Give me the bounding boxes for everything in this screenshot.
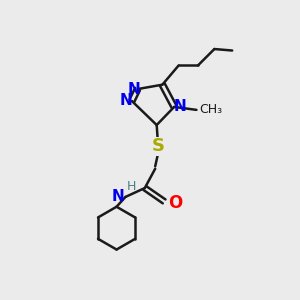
- Text: H: H: [127, 180, 136, 194]
- Text: CH₃: CH₃: [199, 103, 222, 116]
- Text: N: N: [128, 82, 140, 97]
- Text: N: N: [173, 99, 186, 114]
- Text: N: N: [111, 189, 124, 204]
- Text: N: N: [120, 94, 133, 109]
- Text: O: O: [168, 194, 182, 212]
- Text: S: S: [152, 137, 165, 155]
